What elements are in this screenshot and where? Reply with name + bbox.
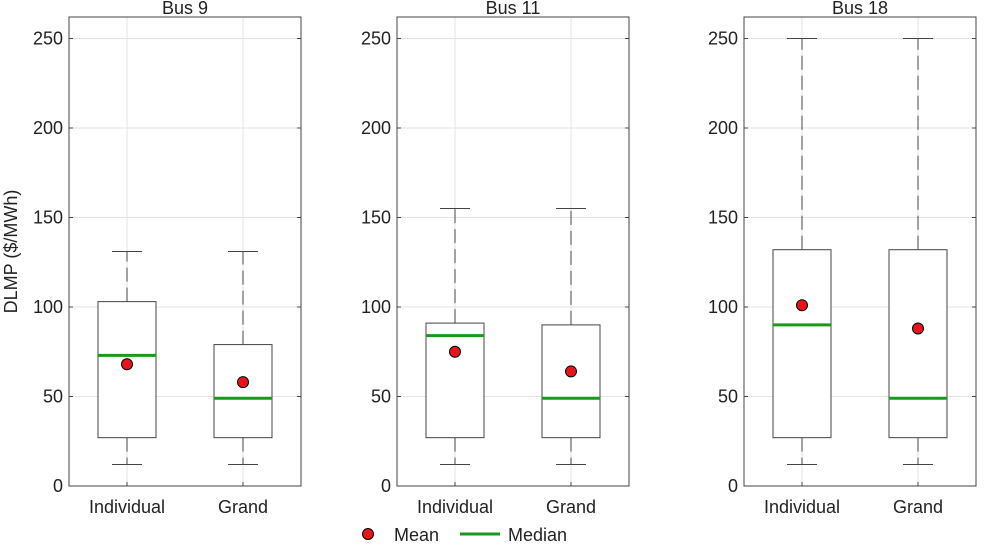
box-iqr	[425, 322, 485, 439]
mean-marker	[912, 322, 924, 335]
y-tick-label: 200	[33, 118, 63, 138]
box-iqr	[541, 324, 601, 439]
y-tick-label: 150	[708, 207, 738, 227]
x-tick-label: Individual	[89, 497, 165, 517]
y-tick-label: 100	[708, 297, 738, 317]
legend: Mean Median	[362, 525, 567, 544]
box-grand	[888, 37, 948, 466]
x-tick-label: Grand	[546, 497, 596, 517]
y-tick-label: 150	[361, 207, 391, 227]
box-individual	[97, 251, 157, 466]
legend-mean-marker	[362, 528, 374, 540]
y-tick-label: 50	[43, 386, 63, 406]
y-tick-label: 100	[361, 297, 391, 317]
box-iqr	[97, 301, 157, 439]
y-tick-label: 50	[371, 386, 391, 406]
y-tick-label: 0	[728, 476, 738, 496]
y-tick-label: 0	[53, 476, 63, 496]
box-grand	[541, 208, 601, 466]
panels: 0 50 100 150 200 250 Individual Grand Bus 9 DLMP …	[1, 0, 977, 517]
axes-frame	[68, 16, 302, 487]
mean-marker	[565, 365, 577, 378]
x-tick-label: Grand	[218, 497, 268, 517]
axes-frame	[743, 16, 977, 487]
y-tick-label: 250	[708, 28, 738, 48]
y-tick-label: 150	[33, 207, 63, 227]
y-tick-label: 50	[718, 386, 738, 406]
x-tick-label: Individual	[764, 497, 840, 517]
panel-title: Bus 11	[486, 0, 541, 18]
panel-title: Bus 9	[162, 0, 208, 18]
y-tick-label: 100	[33, 297, 63, 317]
x-tick-label: Individual	[417, 497, 493, 517]
box-iqr	[213, 344, 273, 439]
panel-3: 0 50 100 150 200 250 Individual Grand Bus 18	[708, 0, 977, 517]
axes-frame	[396, 16, 630, 487]
legend-median-label: Median	[508, 525, 567, 544]
y-tick-label: 250	[33, 28, 63, 48]
box-grand	[213, 251, 273, 466]
mean-marker	[121, 358, 133, 371]
y-tick-label: 0	[381, 476, 391, 496]
mean-marker	[796, 299, 808, 312]
panel-2: 0 50 100 150 200 250 Individual Grand Bus 11	[361, 0, 630, 517]
mean-marker	[449, 345, 461, 358]
box-individual	[772, 37, 832, 466]
box-individual	[425, 208, 485, 466]
box-iqr	[888, 249, 948, 439]
y-tick-label: 200	[361, 118, 391, 138]
panel-1: 0 50 100 150 200 250 Individual Grand Bus 9 DLMP …	[1, 0, 302, 517]
y-tick-label: 200	[708, 118, 738, 138]
y-axis-label: DLMP ($/MWh)	[1, 190, 21, 314]
y-tick-label: 250	[361, 28, 391, 48]
x-tick-label: Grand	[893, 497, 943, 517]
box-iqr	[772, 249, 832, 439]
panel-title: Bus 18	[832, 0, 888, 18]
mean-marker	[237, 376, 249, 389]
legend-mean-label: Mean	[394, 525, 439, 544]
